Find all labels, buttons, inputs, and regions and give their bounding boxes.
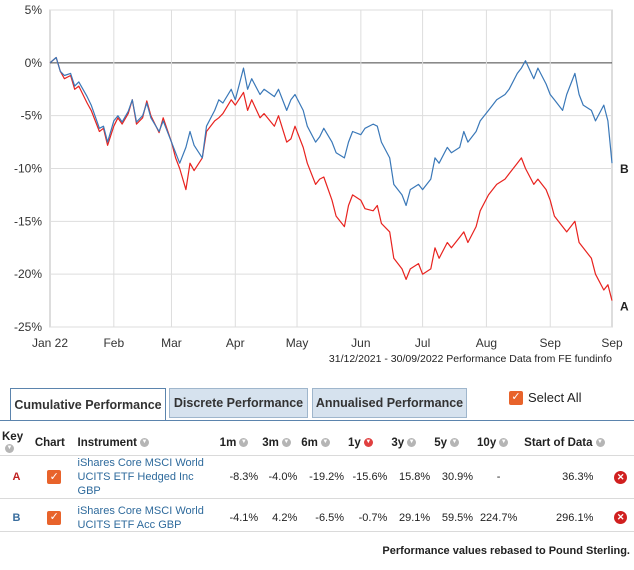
x-tick-label: Jan 22 xyxy=(32,336,68,350)
x-tick-label: Feb xyxy=(103,336,124,350)
header-instrument[interactable]: Instrument ▼ xyxy=(75,431,218,456)
cell-5y: 30.9% xyxy=(432,455,476,499)
header-6m[interactable]: 6m ▼ xyxy=(299,431,347,456)
sort-icon[interactable]: ▼ xyxy=(139,438,149,448)
cell-5y: 59.5% xyxy=(432,498,476,536)
performance-chart: 5% 0% -5% -10% -15% -20% -25% Jan 22 Feb Mar Apr M… xyxy=(14,3,629,365)
sort-icon[interactable]: ▼ xyxy=(281,438,291,448)
x-tick-label: Apr xyxy=(226,336,245,350)
y-tick-label: -15% xyxy=(14,214,42,228)
cell-start-of-data: 296.1% xyxy=(522,498,608,536)
cell-1y: -0.7% xyxy=(346,498,390,536)
y-tick-label: 0% xyxy=(25,56,43,70)
x-tick-label: Jun xyxy=(351,336,370,350)
row-key: B xyxy=(0,498,33,536)
sort-icon[interactable]: ▼ xyxy=(320,438,330,448)
select-all-toggle[interactable]: ✓ Select All xyxy=(509,390,581,405)
header-1m[interactable]: 1m ▼ xyxy=(217,431,261,456)
header-1y[interactable]: 1y ▼ xyxy=(346,431,390,456)
y-tick-label: -10% xyxy=(14,162,42,176)
table-bottom-rule xyxy=(0,531,634,532)
instrument-link[interactable]: iShares Core MSCI World UCITS ETF Hedged… xyxy=(75,455,218,499)
table-row: A ✓ iShares Core MSCI World UCITS ETF He… xyxy=(0,455,634,499)
instrument-link[interactable]: iShares Core MSCI World UCITS ETF Acc GB… xyxy=(75,498,218,536)
remove-icon[interactable]: ✕ xyxy=(614,511,628,524)
sort-icon[interactable]: ▼ xyxy=(595,438,605,448)
select-all-label: Select All xyxy=(528,390,582,405)
checkbox-checked-icon[interactable]: ✓ xyxy=(47,470,62,484)
cell-10y: 224.7% xyxy=(475,498,523,536)
tab-annualised-performance[interactable]: Annualised Performance xyxy=(312,388,467,418)
series-end-label: B xyxy=(620,162,629,176)
cell-6m: -19.2% xyxy=(299,455,347,499)
cell-3m: -4.0% xyxy=(260,455,300,499)
remove-icon[interactable]: ✕ xyxy=(614,470,628,484)
header-3y[interactable]: 3y ▼ xyxy=(389,431,433,456)
x-tick-label: Sep xyxy=(601,336,623,350)
header-key[interactable]: Key▼ xyxy=(0,431,33,456)
checkbox-checked-icon[interactable]: ✓ xyxy=(509,390,523,405)
y-tick-label: 5% xyxy=(25,3,43,17)
y-tick-label: -25% xyxy=(14,320,42,334)
checkbox-checked-icon[interactable]: ✓ xyxy=(47,510,62,525)
table-row: B ✓ iShares Core MSCI World UCITS ETF Ac… xyxy=(0,498,634,536)
performance-table: Key▼ Chart Instrument ▼ 1m ▼ 3m ▼ 6m ▼ 1y ▼ 3… xyxy=(0,431,634,536)
y-tick-label: -5% xyxy=(21,109,43,123)
cell-1m: -8.3% xyxy=(217,455,261,499)
tab-cumulative-performance[interactable]: Cumulative Performance xyxy=(10,388,166,420)
row-chart-toggle[interactable]: ✓ xyxy=(32,498,76,536)
row-chart-toggle[interactable]: ✓ xyxy=(32,455,76,499)
cell-3y: 29.1% xyxy=(389,498,433,536)
cell-start-of-data: 36.3% xyxy=(522,455,608,499)
cell-1y: -15.6% xyxy=(346,455,390,499)
header-10y[interactable]: 10y ▼ xyxy=(475,431,523,456)
sort-icon[interactable]: ▼ xyxy=(407,438,417,448)
cell-3y: 15.8% xyxy=(389,455,433,499)
series-line-b xyxy=(49,56,613,207)
cell-10y: - xyxy=(475,455,523,499)
header-remove xyxy=(607,431,634,456)
currency-footnote: Performance values rebased to Pound Ster… xyxy=(382,545,630,557)
series-end-label: A xyxy=(620,300,629,314)
remove-button[interactable]: ✕ xyxy=(607,498,634,536)
x-tick-label: Sep xyxy=(540,336,562,350)
tab-underline xyxy=(0,420,634,421)
x-tick-label: Aug xyxy=(476,336,497,350)
x-tick-label: May xyxy=(286,336,309,350)
tab-discrete-performance[interactable]: Discrete Performance xyxy=(169,388,308,418)
cell-6m: -6.5% xyxy=(299,498,347,536)
sort-active-icon[interactable]: ▼ xyxy=(363,438,373,448)
remove-button[interactable]: ✕ xyxy=(607,455,634,499)
chart-caption: 31/12/2021 - 30/09/2022 Performance Data… xyxy=(329,353,612,365)
x-tick-label: Mar xyxy=(161,336,182,350)
sort-icon[interactable]: ▼ xyxy=(499,438,509,448)
x-tick-label: Jul xyxy=(415,336,430,350)
cell-1m: -4.1% xyxy=(217,498,261,536)
row-key: A xyxy=(0,455,33,499)
y-tick-label: -20% xyxy=(14,267,42,281)
header-5y[interactable]: 5y ▼ xyxy=(432,431,476,456)
sort-icon[interactable]: ▼ xyxy=(449,438,459,448)
header-3m[interactable]: 3m ▼ xyxy=(260,431,300,456)
sort-icon[interactable]: ▼ xyxy=(239,438,249,448)
header-start-of-data[interactable]: Start of Data ▼ xyxy=(522,431,608,456)
header-chart[interactable]: Chart xyxy=(32,431,76,456)
cell-3m: 4.2% xyxy=(260,498,300,536)
sort-icon[interactable]: ▼ xyxy=(5,444,14,454)
